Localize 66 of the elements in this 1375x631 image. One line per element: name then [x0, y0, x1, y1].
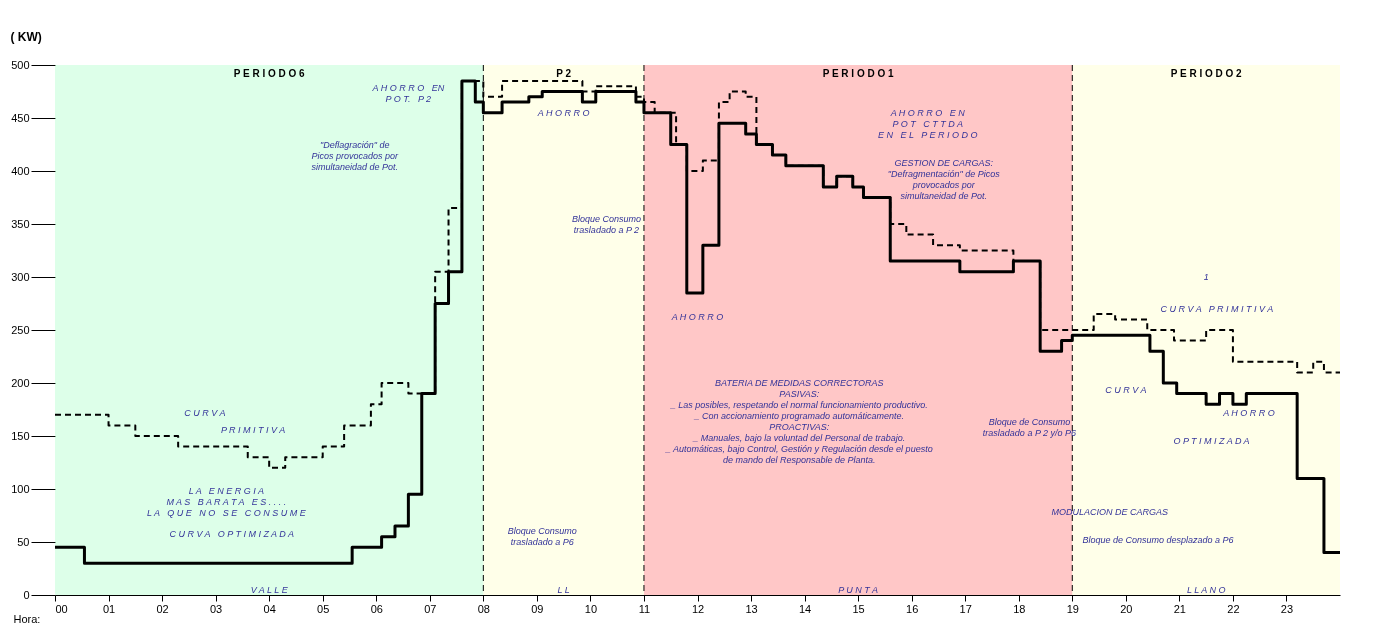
annotation: 1 [1203, 272, 1209, 282]
annotation: Bloque Consumo trasladado a P 2 [571, 213, 641, 235]
x-tick-label: 12 [691, 602, 705, 615]
x-tick-label: 16 [906, 602, 919, 615]
annotation: P R I M I T I V A [220, 424, 286, 435]
x-tick-label: 10 [584, 602, 598, 615]
x-tick-label: 07 [424, 602, 437, 615]
x-tick-label: 22 [1227, 602, 1240, 615]
x-tick-label: 19 [1066, 602, 1079, 615]
y-tick-label: 0 [23, 588, 30, 601]
annotation: Bloque de Consumo trasladado a P 2 y/o P6 [982, 417, 1077, 439]
x-tick-label: 13 [745, 602, 758, 615]
x-tick-label: 11 [638, 602, 651, 615]
y-tick-label: 500 [11, 58, 30, 71]
y-tick-label: 200 [11, 376, 30, 389]
y-tick-label: 400 [11, 164, 30, 177]
band-label: P E R I O D O 2 [1170, 68, 1243, 80]
annotation: A H O R R O [1222, 407, 1275, 418]
x-tick-label: 00 [55, 602, 68, 615]
annotation: L A E N E R G I A M A S B A R A T A E S . . . . L A Q U E N O S E C O N S U M E [146, 486, 307, 519]
x-tick-label: 03 [210, 602, 223, 615]
y-axis-title: ( KW) [10, 29, 42, 44]
y-tick-label: 100 [11, 482, 30, 495]
x-tick-label: 05 [317, 602, 330, 615]
annotation: C U R V A O P T I M I Z A D A [169, 528, 294, 539]
annotation: A H O R R O EN P O T. P 2 [371, 83, 445, 105]
x-tick-label: 21 [1173, 602, 1186, 615]
x-tick-label: 18 [1013, 602, 1026, 615]
annotation: V A L L E [250, 584, 289, 595]
y-tick-label: 250 [11, 323, 30, 336]
x-tick-label: 08 [477, 602, 490, 615]
annotation: L L A N O [1186, 584, 1226, 595]
annotation: MODULACION DE CARGAS [1051, 507, 1169, 518]
band-label: P E R I O D O 1 [822, 68, 895, 80]
annotation: "Deflagración" de Picos provocados por simultaneidad de Pot. [311, 139, 400, 172]
y-tick-label: 50 [17, 535, 30, 548]
annotation: L L [557, 584, 570, 595]
x-axis-title: Hora: [13, 612, 41, 625]
annotation: Bloque de Consumo desplazado a P6 [1082, 534, 1234, 545]
band-label: P 2 [556, 68, 572, 80]
y-tick-label: 450 [11, 111, 30, 124]
x-tick-label: 02 [156, 602, 169, 615]
annotation: A H O R R O [670, 312, 724, 323]
annotation: C U R V A [1105, 385, 1147, 396]
x-tick-label: 04 [263, 602, 276, 615]
y-tick-label: 150 [11, 429, 30, 442]
x-tick-label: 14 [798, 602, 812, 615]
annotation: P U N T A [838, 584, 879, 595]
annotation: A H O R R O E N P O T C T T D A E N E L P E R I O D O [877, 107, 978, 140]
annotation: C U R V A P R I M I T I V A [1160, 303, 1274, 314]
x-tick-label: 20 [1120, 602, 1133, 615]
y-tick-label: 300 [11, 270, 30, 283]
annotation: Bloque Consumo trasladado a P6 [507, 526, 577, 548]
y-tick-label: 350 [11, 217, 30, 230]
x-tick-label: 17 [959, 602, 972, 615]
x-tick-label: 23 [1280, 602, 1294, 615]
x-tick-label: 09 [531, 602, 544, 615]
annotation: C U R V A [184, 407, 226, 418]
x-tick-label: 01 [102, 602, 116, 615]
annotation: BATERIA DE MEDIDAS CORRECTORAS PASIVAS: _ Las posibles, respetando el normal funcionamiento productivo. _ Con accionamiento programado automáticamente. PROACTIVAS: _ Manuales, bajo la voluntad del Personal de trabajo. _ Automáticas, bajo Control, Gestión y Regulación desde el puesto de mando del Responsable de Planta. [664, 378, 933, 465]
annotation: GESTION DE CARGAS: "Defragmentación" de Picos provocados por simultaneidad de Pot. [887, 157, 1001, 201]
x-tick-label: 06 [370, 602, 383, 615]
band-label: P E R I O D O 6 [233, 68, 306, 80]
annotation: A H O R R O [536, 107, 590, 118]
x-tick-label: 15 [852, 602, 865, 615]
annotation: O P T I M I Z A D A [1173, 436, 1250, 447]
